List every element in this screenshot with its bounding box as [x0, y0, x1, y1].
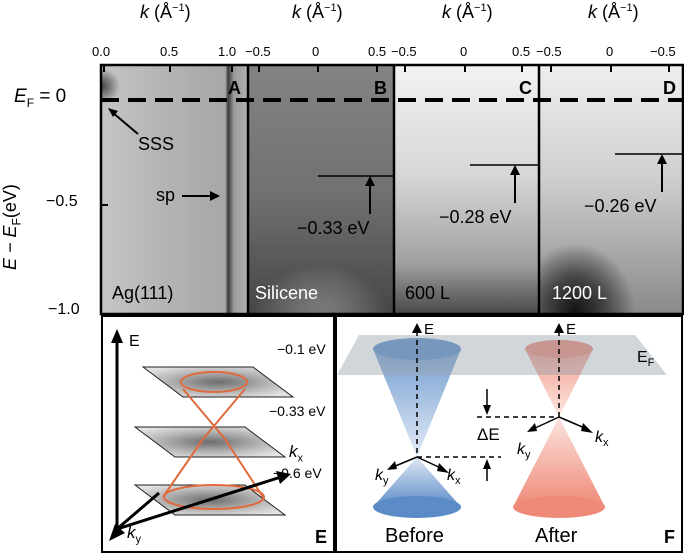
y-tick-10: −1.0	[48, 301, 80, 318]
dirac-cone-diagram	[337, 323, 667, 518]
f-axis-energy-before: E	[424, 321, 435, 338]
tick-b-0: −0.5	[245, 44, 271, 59]
panel-b-letter: B	[374, 78, 387, 98]
panel-d-letter: D	[663, 78, 676, 98]
panel-d-caption: 1200 L	[552, 283, 608, 303]
tick-a-1: 0.5	[160, 44, 179, 59]
cone-3d-diagram	[109, 329, 295, 541]
tick-c-1: 0	[460, 44, 468, 59]
panel-a: A SSS sp Ag(111)	[102, 66, 247, 313]
f-before-kx: kx	[447, 467, 461, 488]
tick-c-0: −0.5	[391, 44, 417, 59]
k-axis-label-c: k (Å−1)	[442, 2, 493, 22]
tick-a-2: 1.0	[218, 44, 237, 59]
e-axis-energy: E	[129, 333, 140, 350]
e-axis-kx: kx	[289, 442, 303, 465]
tick-b-1: 0	[312, 44, 320, 59]
panel-a-letter: A	[228, 78, 241, 98]
tick-b-2: 0.5	[368, 44, 387, 59]
k-axis-label-d: k (Å−1)	[588, 2, 639, 22]
tick-d-1: 0	[606, 44, 614, 59]
tick-d-2: −0.5	[650, 44, 676, 59]
panel-c-letter: C	[519, 78, 532, 98]
e-energy-bot: −0.6 eV	[273, 465, 322, 481]
ef-label: EF = 0	[14, 86, 67, 110]
tick-c-2: 0.5	[512, 44, 531, 59]
f-before-ky: ky	[375, 467, 389, 488]
panel-c-energy: −0.28 eV	[439, 207, 512, 227]
e-energy-top: −0.1 eV	[277, 341, 326, 357]
panel-e-letter: E	[314, 527, 327, 547]
panel-c-caption: 600 L	[405, 283, 451, 303]
panel-d: D −0.26 eV 1200 L	[540, 66, 682, 313]
f-before-label: Before	[385, 525, 444, 547]
f-axis-energy-after: E	[566, 321, 577, 338]
panel-f: E E EF ΔE kx ky kx ky Before After F	[335, 315, 683, 553]
y-tick-05: −0.5	[46, 193, 78, 210]
sp-label: sp	[156, 185, 176, 205]
panel-f-letter: F	[664, 527, 675, 547]
f-after-ky: ky	[517, 441, 531, 462]
k-axis-label-b: k (Å−1)	[292, 2, 343, 22]
f-ef-label: EF	[637, 349, 655, 370]
e-axis-ky: ky	[127, 523, 141, 546]
panel-e: E kx ky −0.1 eV −0.33 eV −0.6 eV E	[101, 315, 335, 553]
f-delta-e: ΔE	[477, 425, 500, 444]
tick-a-0: 0.0	[92, 44, 111, 59]
e-energy-mid: −0.33 eV	[269, 403, 326, 419]
panel-b-energy: −0.33 eV	[297, 218, 370, 238]
k-axis-label-a: k (Å−1)	[140, 2, 191, 22]
panel-d-energy: −0.26 eV	[584, 196, 657, 216]
panel-a-caption: Ag(111)	[112, 283, 174, 303]
panel-b-caption: Silicene	[255, 283, 319, 303]
tick-d-0: −0.5	[536, 44, 562, 59]
sss-label: SSS	[138, 134, 175, 154]
f-after-kx: kx	[595, 429, 609, 450]
f-after-label: After	[535, 525, 578, 547]
